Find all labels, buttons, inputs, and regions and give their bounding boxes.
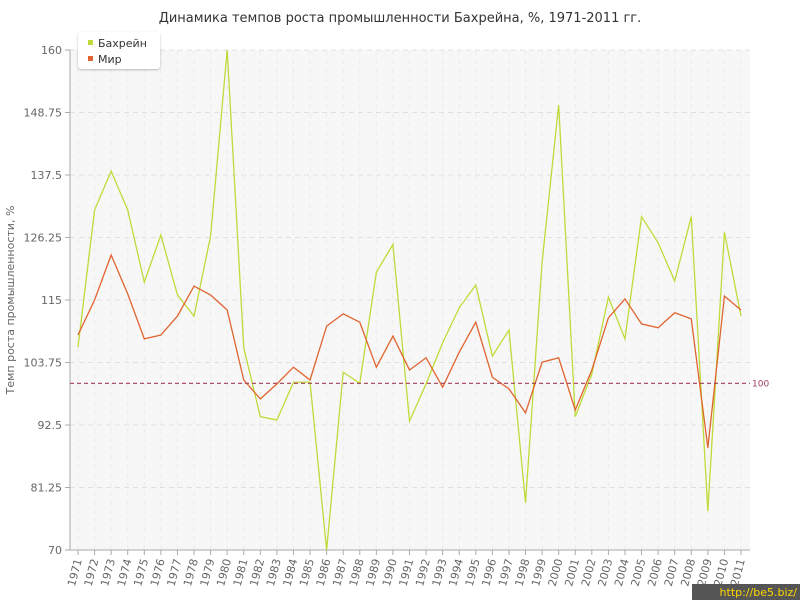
watermark-bg (692, 584, 800, 600)
legend-swatch (88, 56, 93, 61)
legend-swatch (88, 40, 93, 45)
y-axis-label: Темп роста промышленности, % (4, 206, 17, 396)
x-tick-label: 2011 (728, 557, 748, 587)
legend-label: Бахрейн (98, 37, 147, 50)
series-line (77, 49, 742, 551)
series-line (77, 253, 742, 448)
y-tick-label: 70 (48, 544, 62, 557)
watermark: http://be5.biz/ (720, 586, 798, 599)
y-tick-label: 92.5 (38, 419, 63, 432)
legend-box (78, 32, 160, 69)
y-tick-label: 160 (41, 44, 62, 57)
y-tick-label: 81.25 (31, 482, 63, 495)
chart-title: Динамика темпов роста промышленности Бах… (159, 11, 642, 26)
legend-label: Мир (98, 53, 122, 66)
y-tick-label: 148.75 (24, 107, 63, 120)
y-tick-label: 103.75 (24, 357, 63, 370)
reference-label: 100 (752, 379, 769, 389)
y-tick-label: 137.5 (31, 169, 63, 182)
y-tick-label: 115 (41, 294, 62, 307)
y-tick-label: 126.25 (24, 232, 63, 245)
